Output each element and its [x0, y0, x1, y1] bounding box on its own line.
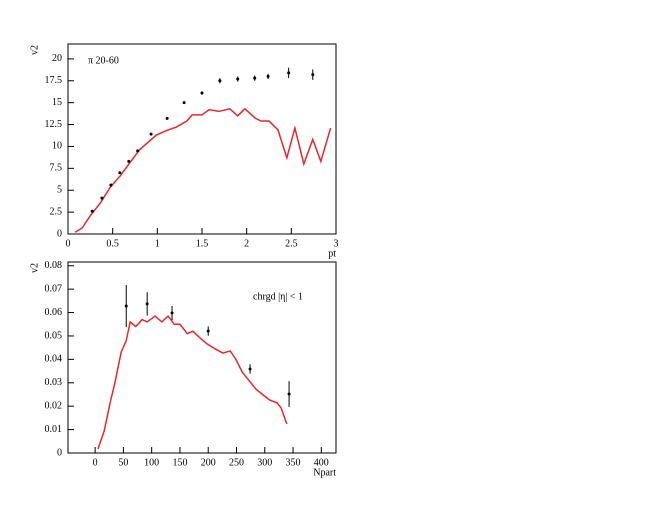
x-tick-label: 0.5: [106, 238, 119, 249]
y-tick-label: 0: [57, 228, 62, 239]
data-point: [127, 159, 131, 163]
y-tick-label: 2.5: [50, 206, 63, 217]
data-point: [182, 101, 186, 105]
y-tick-label: 12.5: [45, 119, 63, 130]
annotation: π 20-60: [88, 55, 119, 66]
y-tick-label: 20: [52, 53, 62, 64]
x-tick-label: 2: [244, 238, 249, 249]
y-tick-label: 0.05: [45, 330, 63, 341]
data-point: [218, 79, 222, 83]
x-tick-label: 50: [118, 457, 128, 468]
y-tick-label: 0.06: [45, 307, 63, 318]
data-point: [165, 116, 169, 120]
data-point: [145, 302, 149, 306]
data-point: [136, 149, 140, 153]
y-tick-label: 0.04: [45, 354, 63, 365]
x-axis-label: pt: [328, 248, 336, 259]
data-point: [170, 311, 174, 315]
y-tick-label: 0.01: [45, 424, 63, 435]
x-tick-label: 1.5: [196, 238, 209, 249]
x-tick-label: 150: [172, 457, 187, 468]
data-point: [90, 209, 94, 213]
x-tick-label: 100: [144, 457, 159, 468]
line-series: [74, 107, 332, 233]
data-point: [287, 392, 291, 396]
line-series: [97, 314, 288, 450]
y-tick-label: 7.5: [50, 163, 63, 174]
data-point: [266, 74, 270, 78]
y-tick-label: 0: [57, 447, 62, 458]
plot-frame: [67, 43, 337, 235]
y-axis-label: v2: [29, 45, 40, 55]
x-tick-label: 250: [229, 457, 244, 468]
data-point: [200, 91, 204, 95]
y-tick-label: 0.03: [45, 377, 63, 388]
y-tick-label: 0.02: [45, 400, 63, 411]
data-point: [287, 71, 291, 75]
y-tick-label: 15: [52, 97, 62, 108]
x-tick-label: 300: [257, 457, 272, 468]
x-tick-label: 3: [334, 238, 339, 249]
data-point: [253, 76, 257, 80]
y-tick-label: 17.5: [45, 75, 63, 86]
data-point: [236, 77, 240, 81]
y-tick-label: 5: [57, 185, 62, 196]
x-tick-label: 1: [155, 238, 160, 249]
data-point: [248, 367, 252, 371]
data-point: [100, 196, 104, 200]
data-point: [149, 132, 153, 136]
y-axis-label: v2: [29, 263, 40, 273]
annotation: chrgd |η| < 1: [253, 291, 303, 302]
data-point: [118, 171, 122, 175]
x-axis-label: Npart: [313, 467, 336, 478]
data-point: [206, 329, 210, 333]
x-tick-label: 400: [314, 457, 329, 468]
data-point: [124, 304, 128, 308]
x-tick-label: 0: [66, 238, 71, 249]
x-tick-label: 200: [201, 457, 216, 468]
x-tick-label: 0: [93, 457, 98, 468]
x-tick-label: 2.5: [285, 238, 298, 249]
data-point: [109, 183, 113, 187]
y-tick-label: 0.08: [45, 260, 63, 271]
y-tick-label: 10: [52, 141, 62, 152]
y-tick-label: 0.07: [45, 283, 63, 294]
x-tick-label: 350: [286, 457, 301, 468]
data-point: [311, 73, 315, 77]
plot-frame: [67, 261, 337, 454]
